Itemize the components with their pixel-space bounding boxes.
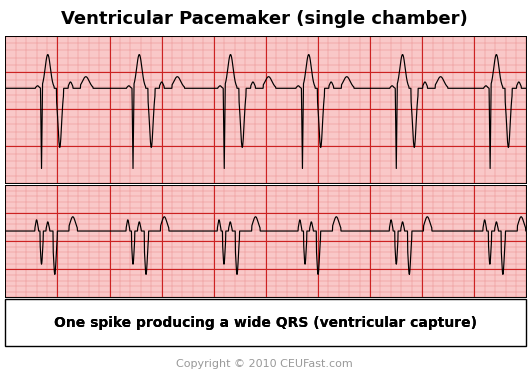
Text: Copyright © 2010 CEUFast.com: Copyright © 2010 CEUFast.com [176,359,353,368]
Text: One spike producing a wide QRS (ventricular capture): One spike producing a wide QRS (ventricu… [54,316,477,329]
Text: One spike producing a wide QRS (ventricular capture): One spike producing a wide QRS (ventricu… [54,316,477,329]
Text: Ventricular Pacemaker (single chamber): Ventricular Pacemaker (single chamber) [61,9,468,28]
